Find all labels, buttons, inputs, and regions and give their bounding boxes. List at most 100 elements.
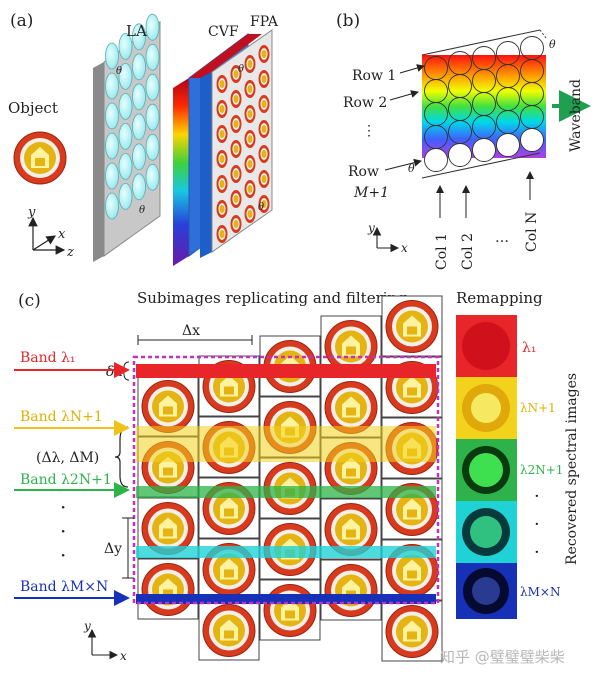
subimage-badge [263,584,317,637]
object-badge [13,131,67,185]
fpa-subimage [244,180,256,198]
theta-b2: θ [408,162,415,175]
subimage-badge [324,381,378,434]
column-arrows [436,171,534,218]
microlens [424,148,448,172]
vdot-3: · [60,543,66,567]
object-label: Object [8,99,58,117]
fpa-subimage [230,140,242,158]
subimage-grid [137,295,443,662]
fpa-subimage [216,100,228,118]
band-strip [136,426,436,462]
subimage-badge [141,380,195,433]
panel-c: (c) Subimages replicating and filtering … [14,289,580,663]
lenslet [105,132,119,160]
band-n1-label: Band λN+1 [20,409,103,425]
fpa-subimages [216,45,270,243]
fpa-detector [200,29,273,258]
lenslet [132,173,146,201]
lenslet [132,53,146,81]
lenslet [132,143,146,171]
fpa-subimage [230,90,242,108]
row1-label: Row 1 [352,68,396,84]
microlens [520,128,544,152]
theta-a2: θ [139,205,145,216]
fpa-subimage [258,195,270,213]
delta-lambda: δλ [106,364,123,380]
delta-y: Δy [104,541,122,557]
fpa-subimage [258,145,270,163]
cvf-label: CVF [208,24,239,40]
col2-label: Col 2 [460,233,476,270]
lenslet [105,162,119,190]
axes-a [28,216,66,255]
fpa-subimage [244,155,256,173]
col1-label: Col 1 [434,233,450,270]
fpa-subimage [216,150,228,168]
theta-a4: θ [258,202,264,213]
microlens-grid [424,36,544,172]
subimage-badge [385,605,439,658]
axis-c-y: y [83,619,91,633]
lenslet [132,83,146,111]
fpa-subimage [230,190,242,208]
band1-label: Band λ₁ [20,350,76,366]
panel-a-label: (a) [10,11,33,31]
lenslet [145,73,160,101]
axis-a-y: y [27,205,36,220]
fpa-subimage [230,165,242,183]
fpa-label: FPA [250,14,279,30]
lenslet [118,93,133,120]
delta-pair: (Δλ, ΔM) [36,450,99,466]
axis-a-x: x [58,227,66,242]
band-strip [136,546,436,558]
lenslet [145,163,160,191]
fpa-subimage [258,95,270,113]
fpa-subimage [216,175,228,193]
lenslet [118,152,133,180]
recovered-images [456,315,517,619]
fpa-subimage [244,55,256,73]
lenslet [145,133,160,161]
fpa-subimage [244,205,256,223]
axis-b-y: y [367,221,375,235]
fpa-subimage [230,215,242,233]
band-strip [136,364,436,378]
vdot-2: · [60,519,66,543]
row2-label: Row 2 [343,95,387,111]
delta-x: Δx [182,323,200,339]
axis-c-x: x [120,649,127,663]
fpa-subimage [258,70,270,88]
lenslet [145,43,160,71]
out3-label: λ2N+1 [520,463,563,477]
axis-a-z: z [66,245,74,260]
lenslet [132,113,146,141]
panel-b-label: (b) [336,11,360,31]
fpa-subimage [258,45,270,63]
row-last-b: M+1 [353,185,389,201]
watermark: 知乎 @璧璧璧柴柴 [440,648,565,666]
microlens [472,138,496,162]
axes-b [372,226,400,253]
fpa-subimage [244,80,256,98]
band-2n1-label: Band λ2N+1 [20,472,112,488]
fpa-subimage [244,130,256,148]
band-strip [136,594,436,604]
spectral-band-block [421,29,547,179]
vdot-r2: · [534,514,540,535]
fpa-subimage [216,200,228,218]
fpa-subimage [230,115,242,133]
waveband-label: Waveband [568,79,584,152]
microlens [496,133,520,157]
panel-a: (a) Object LA θ θ CVF FPA θ θ [8,11,279,266]
microlens [448,143,472,167]
coln-label: Col N [524,212,540,252]
lenslet [105,192,119,220]
out1-label: λ₁ [522,340,537,356]
row-dots: ⋮ [362,123,376,139]
panel-b: (b) θ θ Row 1 Row 2 ⋮ Row M+1 Waveband C… [336,11,591,270]
vdot-1: · [60,495,66,519]
subimage-badge [324,564,378,617]
band-mn-label: Band λM×N [20,579,108,595]
